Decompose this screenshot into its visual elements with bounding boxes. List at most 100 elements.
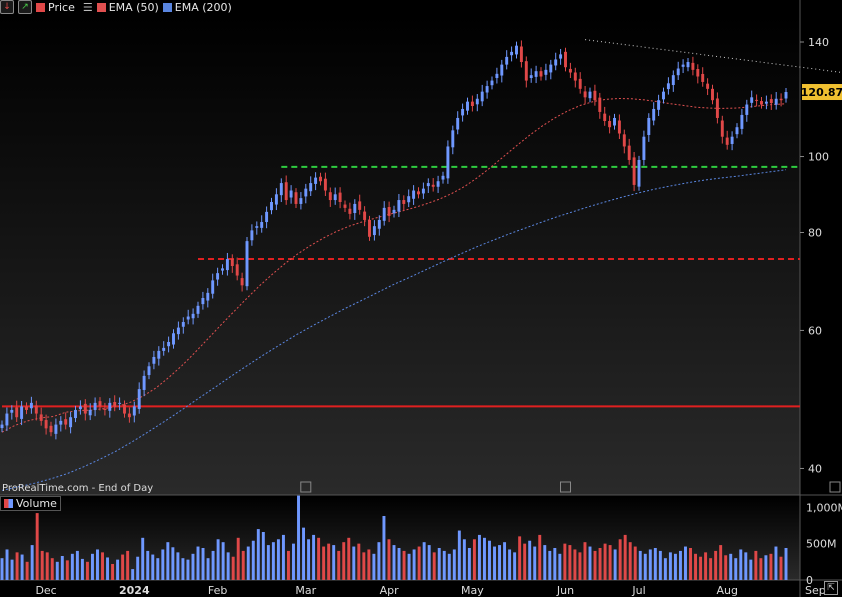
volume-bar[interactable] <box>367 549 371 580</box>
candle-body[interactable] <box>725 137 729 145</box>
volume-bar[interactable] <box>50 558 54 580</box>
candle-body[interactable] <box>211 280 215 294</box>
candle-body[interactable] <box>441 175 445 180</box>
candle-body[interactable] <box>461 108 465 116</box>
volume-bar[interactable] <box>246 546 250 580</box>
volume-bar[interactable] <box>161 549 165 580</box>
candle-body[interactable] <box>603 113 607 122</box>
volume-bar[interactable] <box>729 553 733 580</box>
volume-bar[interactable] <box>422 542 426 580</box>
volume-bar[interactable] <box>704 552 708 580</box>
candle-body[interactable] <box>519 46 523 63</box>
candle-body[interactable] <box>240 278 244 286</box>
candle-body[interactable] <box>676 68 680 76</box>
candle-body[interactable] <box>711 88 714 101</box>
candle-body[interactable] <box>152 356 156 364</box>
candle-body[interactable] <box>505 56 509 65</box>
candle-body[interactable] <box>328 192 332 201</box>
volume-bar[interactable] <box>226 552 230 580</box>
candle-body[interactable] <box>446 146 450 179</box>
candle-body[interactable] <box>544 69 548 75</box>
candle-body[interactable] <box>377 219 381 229</box>
candle-body[interactable] <box>284 182 288 201</box>
volume-bar[interactable] <box>387 539 391 580</box>
zoom-out-button[interactable]: ↓ <box>0 0 14 14</box>
volume-bar[interactable] <box>462 539 466 580</box>
candle-body[interactable] <box>191 313 195 319</box>
volume-bar[interactable] <box>221 542 225 580</box>
candle-body[interactable] <box>510 51 514 56</box>
candle-body[interactable] <box>407 196 411 203</box>
candle-body[interactable] <box>142 375 146 390</box>
volume-bar[interactable] <box>573 549 577 580</box>
candle-body[interactable] <box>755 99 759 101</box>
volume-bar[interactable] <box>472 539 476 580</box>
candle-body[interactable] <box>637 159 641 187</box>
candle-body[interactable] <box>598 97 602 112</box>
candle-body[interactable] <box>5 413 9 426</box>
volume-bar[interactable] <box>759 558 763 580</box>
candle-body[interactable] <box>127 413 131 418</box>
volume-bar[interactable] <box>779 556 783 580</box>
candle-body[interactable] <box>250 230 254 241</box>
candle-body[interactable] <box>196 305 200 314</box>
candle-body[interactable] <box>289 190 293 198</box>
ema200-line[interactable] <box>1 169 787 491</box>
candle-body[interactable] <box>593 90 597 101</box>
volume-bar[interactable] <box>302 527 306 580</box>
candle-body[interactable] <box>265 211 269 223</box>
volume-bar[interactable] <box>80 558 84 580</box>
candle-body[interactable] <box>176 327 180 335</box>
volume-bar[interactable] <box>377 542 381 580</box>
volume-bar[interactable] <box>317 537 321 580</box>
volume-bar[interactable] <box>663 558 667 580</box>
ema50-line[interactable] <box>1 97 787 433</box>
volume-bar[interactable] <box>191 553 195 580</box>
volume-bar[interactable] <box>553 548 557 580</box>
candle-body[interactable] <box>221 268 224 271</box>
candle-body[interactable] <box>25 406 28 410</box>
candle-body[interactable] <box>652 108 656 121</box>
candle-body[interactable] <box>691 62 695 70</box>
volume-bar[interactable] <box>276 539 280 580</box>
candle-body[interactable] <box>642 136 646 160</box>
volume-bar[interactable] <box>598 548 602 580</box>
volume-bar[interactable] <box>493 546 496 580</box>
volume-bar[interactable] <box>568 545 572 580</box>
volume-bar[interactable] <box>513 552 517 580</box>
candle-body[interactable] <box>382 207 386 221</box>
candle-body[interactable] <box>760 101 763 105</box>
volume-bar[interactable] <box>699 556 703 580</box>
volume-bar[interactable] <box>689 548 692 580</box>
candle-body[interactable] <box>490 80 494 86</box>
volume-bar[interactable] <box>181 558 185 580</box>
candle-body[interactable] <box>10 409 14 413</box>
candle-body[interactable] <box>662 91 665 100</box>
candle-body[interactable] <box>588 91 592 99</box>
volume-bar[interactable] <box>613 549 617 580</box>
candle-body[interactable] <box>333 194 337 201</box>
candle-body[interactable] <box>88 409 92 416</box>
volume-bar[interactable] <box>121 554 125 580</box>
candle-body[interactable] <box>417 191 420 195</box>
volume-bar[interactable] <box>437 548 441 580</box>
candle-body[interactable] <box>617 120 621 134</box>
candle-body[interactable] <box>622 134 626 147</box>
volume-bar[interactable] <box>477 534 481 580</box>
volume-bar[interactable] <box>171 547 175 580</box>
volume-bar[interactable] <box>211 550 215 580</box>
volume-bar[interactable] <box>261 532 265 580</box>
candle-body[interactable] <box>98 401 102 407</box>
candle-body[interactable] <box>118 402 122 404</box>
volume-bar[interactable] <box>35 513 39 580</box>
candle-body[interactable] <box>132 406 136 416</box>
volume-bar[interactable] <box>482 537 486 580</box>
volume-bar[interactable] <box>55 561 59 580</box>
volume-bar[interactable] <box>528 540 532 580</box>
volume-bar[interactable] <box>754 550 758 580</box>
volume-bar[interactable] <box>392 545 396 580</box>
volume-bar[interactable] <box>467 548 471 580</box>
volume-bar[interactable] <box>658 550 662 580</box>
candle-body[interactable] <box>69 417 73 428</box>
